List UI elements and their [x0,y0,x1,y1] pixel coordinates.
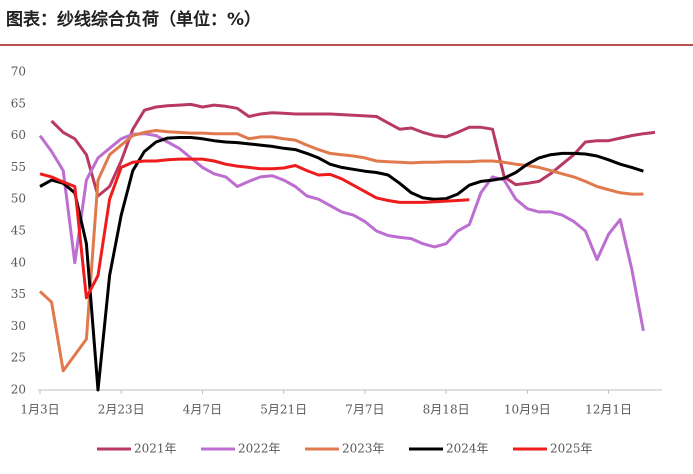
legend-label: 2021年 [134,442,177,456]
legend-label: 2023年 [342,442,385,456]
y-tick-label: 25 [11,351,26,365]
x-tick-label: 7月7日 [345,403,384,417]
chart-title: 图表：纱线综合负荷（单位：%） [6,9,261,30]
y-tick-label: 65 [11,96,26,110]
y-tick-label: 70 [11,65,26,79]
y-tick-label: 55 [11,160,26,174]
legend-label: 2022年 [238,442,281,456]
y-tick-label: 40 [11,255,26,269]
y-tick-label: 45 [11,224,26,238]
y-tick-label: 35 [11,287,26,301]
series-line [39,157,470,300]
series-line [38,129,644,373]
y-tick-label: 20 [11,383,26,397]
x-tick-label: 12月1日 [585,403,632,417]
series-line [50,102,656,198]
y-tick-label: 30 [11,319,26,333]
legend-label: 2024年 [446,442,489,456]
y-tick-label: 50 [11,192,26,206]
y-tick-label: 60 [11,128,26,142]
x-tick-label: 1月3日 [20,403,59,417]
x-tick-label: 8月18日 [423,403,470,417]
legend-label: 2025年 [550,442,593,456]
x-tick-label: 4月7日 [183,403,222,417]
x-tick-label: 5月21日 [260,403,307,417]
x-tick-label: 10月9日 [504,403,551,417]
series-line [39,136,644,392]
x-tick-label: 2月23日 [98,403,145,417]
